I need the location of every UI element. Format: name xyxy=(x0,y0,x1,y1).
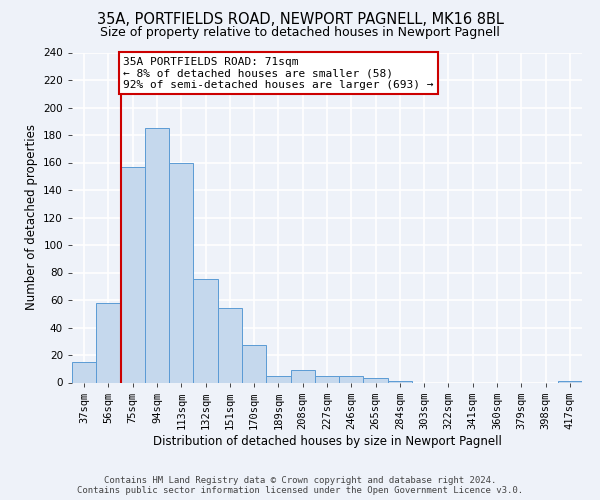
Bar xyxy=(145,128,169,382)
Text: Contains HM Land Registry data © Crown copyright and database right 2024.
Contai: Contains HM Land Registry data © Crown c… xyxy=(77,476,523,495)
Bar xyxy=(193,280,218,382)
Bar xyxy=(72,362,96,382)
Bar xyxy=(266,376,290,382)
Y-axis label: Number of detached properties: Number of detached properties xyxy=(25,124,38,310)
Bar xyxy=(96,302,121,382)
Bar xyxy=(388,381,412,382)
Bar xyxy=(339,376,364,382)
Bar xyxy=(558,381,582,382)
Bar xyxy=(364,378,388,382)
Text: Size of property relative to detached houses in Newport Pagnell: Size of property relative to detached ho… xyxy=(100,26,500,39)
X-axis label: Distribution of detached houses by size in Newport Pagnell: Distribution of detached houses by size … xyxy=(152,434,502,448)
Bar xyxy=(290,370,315,382)
Bar xyxy=(315,376,339,382)
Bar xyxy=(169,162,193,382)
Bar xyxy=(121,166,145,382)
Text: 35A, PORTFIELDS ROAD, NEWPORT PAGNELL, MK16 8BL: 35A, PORTFIELDS ROAD, NEWPORT PAGNELL, M… xyxy=(97,12,503,28)
Text: 35A PORTFIELDS ROAD: 71sqm
← 8% of detached houses are smaller (58)
92% of semi-: 35A PORTFIELDS ROAD: 71sqm ← 8% of detac… xyxy=(123,56,433,90)
Bar xyxy=(218,308,242,382)
Bar xyxy=(242,346,266,383)
